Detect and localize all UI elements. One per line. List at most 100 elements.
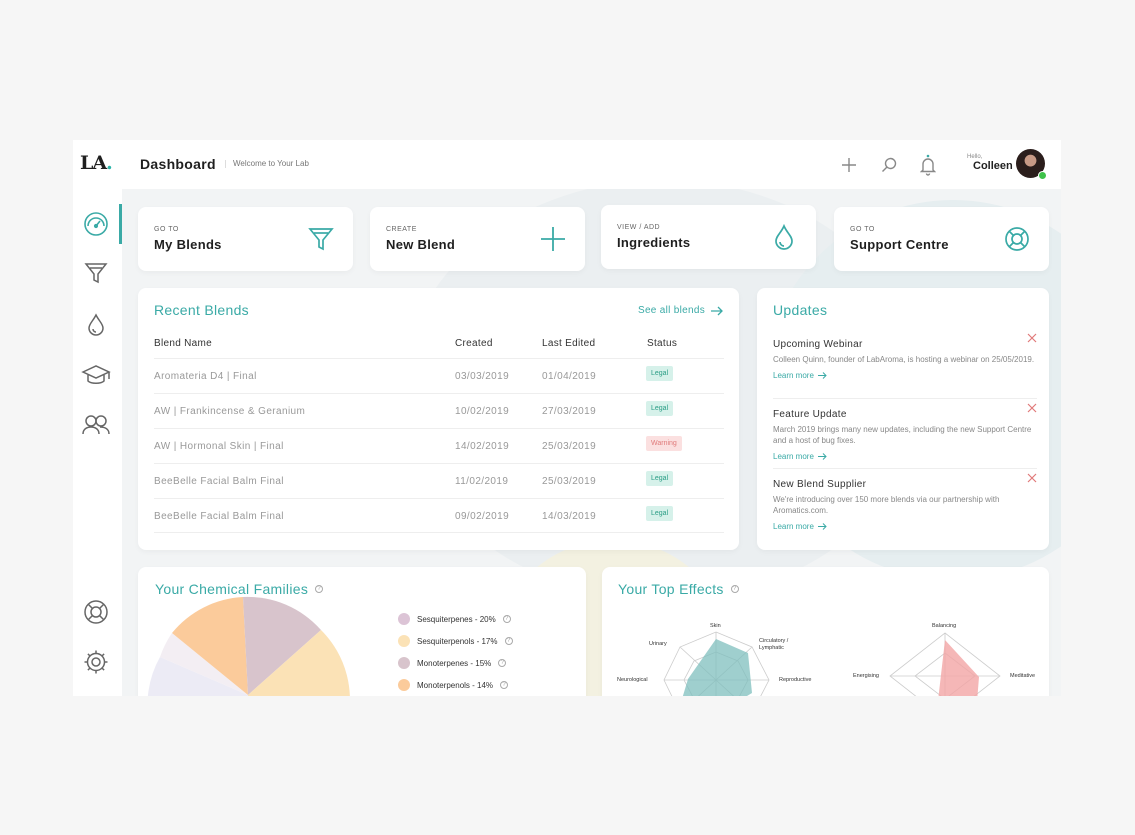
blend-name: AW | Hormonal Skin | Final bbox=[154, 441, 284, 452]
edited-date: 27/03/2019 bbox=[542, 406, 597, 417]
plus-icon bbox=[842, 158, 856, 172]
close-icon[interactable] bbox=[1027, 473, 1037, 483]
avatar[interactable] bbox=[1016, 149, 1047, 180]
table-row[interactable]: BeeBelle Facial Balm Final 09/02/2019 14… bbox=[154, 498, 724, 533]
help-icon[interactable]: ? bbox=[730, 585, 739, 593]
recent-blends-panel: Recent Blends See all blends Blend Name … bbox=[138, 288, 739, 550]
legend-swatch bbox=[398, 613, 410, 625]
sidebar-item-support[interactable] bbox=[81, 597, 111, 627]
droplet-icon bbox=[770, 223, 798, 251]
chemical-families-title: Your Chemical Families bbox=[155, 581, 309, 597]
update-body: We're introducing over 150 more blends v… bbox=[773, 495, 1000, 515]
edited-date: 14/03/2019 bbox=[542, 511, 597, 522]
update-title: Feature Update bbox=[773, 409, 847, 420]
update-item: New Blend Supplier We're introducing ove… bbox=[773, 473, 1037, 531]
blend-name: BeeBelle Facial Balm Final bbox=[154, 511, 284, 522]
table-row[interactable]: Aromateria D4 | Final 03/03/2019 01/04/2… bbox=[154, 358, 724, 393]
legend-label: Monoterpenols - 14% bbox=[417, 680, 494, 690]
status-badge: Legal bbox=[646, 401, 674, 416]
close-icon[interactable] bbox=[1027, 403, 1037, 413]
quick-link-ingredients[interactable]: VIEW / ADD Ingredients bbox=[601, 205, 816, 269]
pie-slice bbox=[147, 657, 248, 696]
top-effects-title: Your Top Effects bbox=[618, 581, 724, 597]
plus-icon bbox=[539, 225, 567, 253]
effects-radar-chart-2 bbox=[889, 632, 1001, 696]
updates-panel: Updates Upcoming Webinar Colleen Quinn, … bbox=[757, 288, 1049, 550]
legend-swatch bbox=[398, 635, 410, 647]
arrow-right-icon bbox=[817, 523, 827, 530]
divider bbox=[773, 398, 1037, 399]
search-button[interactable] bbox=[878, 154, 900, 176]
effects-radar-chart-1 bbox=[663, 631, 770, 696]
quick-link-kicker: GO TO bbox=[154, 226, 179, 233]
app-window: LA. Dashboard Welcome to Your Lab bbox=[73, 140, 1061, 696]
update-title: Upcoming Webinar bbox=[773, 339, 863, 350]
user-name[interactable]: Colleen bbox=[973, 160, 1013, 172]
pie-slice bbox=[160, 633, 248, 695]
column-header-created[interactable]: Created bbox=[455, 338, 493, 349]
table-row[interactable]: AW | Hormonal Skin | Final 14/02/2019 25… bbox=[154, 428, 724, 463]
column-header-name[interactable]: Blend Name bbox=[154, 338, 213, 349]
quick-link-kicker: GO TO bbox=[850, 226, 875, 233]
learn-more-link[interactable]: Learn more bbox=[773, 452, 1037, 461]
legend-item: Monoterpenols - 14% ? bbox=[398, 679, 509, 691]
radar-area bbox=[682, 639, 752, 696]
learn-more-link[interactable]: Learn more bbox=[773, 371, 1037, 380]
legend-item: Sesquiterpenes - 20% ? bbox=[398, 613, 511, 625]
created-date: 10/02/2019 bbox=[455, 406, 510, 417]
sidebar-item-dashboard[interactable] bbox=[81, 209, 111, 239]
sidebar-item-settings[interactable] bbox=[81, 647, 111, 677]
top-bar: Dashboard Welcome to Your Lab Hello, Col… bbox=[122, 140, 1061, 189]
close-icon[interactable] bbox=[1027, 333, 1037, 343]
legend-label: Sesquiterpenes - 20% bbox=[417, 614, 496, 624]
help-icon[interactable]: ? bbox=[498, 659, 507, 667]
column-header-last-edited[interactable]: Last Edited bbox=[542, 338, 596, 349]
quick-link-new-blend[interactable]: CREATE New Blend bbox=[370, 207, 585, 271]
add-button[interactable] bbox=[838, 154, 860, 176]
sidebar-item-ingredients[interactable] bbox=[81, 310, 111, 340]
status-badge: Warning bbox=[646, 436, 682, 451]
learn-more-link[interactable]: Learn more bbox=[773, 522, 1037, 531]
greeting-label: Hello, bbox=[967, 154, 983, 160]
blend-name: Aromateria D4 | Final bbox=[154, 371, 257, 382]
radar-axis-label: Skin bbox=[710, 623, 721, 629]
help-icon[interactable]: ? bbox=[315, 585, 324, 593]
pie-slice bbox=[172, 597, 248, 695]
see-all-blends-link[interactable]: See all blends bbox=[638, 305, 723, 316]
help-icon[interactable]: ? bbox=[504, 637, 513, 645]
quick-link-my-blends[interactable]: GO TO My Blends bbox=[138, 207, 353, 271]
search-icon bbox=[882, 157, 897, 172]
droplet-icon bbox=[88, 313, 104, 336]
column-header-status[interactable]: Status bbox=[647, 338, 678, 349]
help-icon[interactable]: ? bbox=[502, 615, 511, 623]
blend-name: AW | Frankincense & Geranium bbox=[154, 406, 306, 417]
legend-label: Sesquiterpenols - 17% bbox=[417, 636, 498, 646]
arrow-right-icon bbox=[817, 453, 827, 460]
notifications-button[interactable] bbox=[917, 154, 939, 176]
table-row[interactable]: BeeBelle Facial Balm Final 11/02/2019 25… bbox=[154, 463, 724, 498]
quick-link-support-centre[interactable]: GO TO Support Centre bbox=[834, 207, 1049, 271]
help-icon[interactable]: ? bbox=[500, 681, 509, 689]
funnel-icon bbox=[307, 225, 335, 253]
sidebar: LA. bbox=[73, 140, 122, 696]
gear-icon bbox=[84, 650, 108, 674]
app-logo[interactable]: LA. bbox=[80, 152, 113, 174]
created-date: 14/02/2019 bbox=[455, 441, 510, 452]
quick-link-kicker: CREATE bbox=[386, 226, 417, 233]
radar-area bbox=[938, 640, 979, 696]
radar-axis-label: Balancing bbox=[932, 623, 957, 629]
divider bbox=[773, 468, 1037, 469]
bell-icon bbox=[920, 154, 936, 176]
sidebar-item-learning[interactable] bbox=[81, 360, 111, 390]
legend-item: Sesquiterpenols - 17% ? bbox=[398, 635, 513, 647]
sidebar-item-blends[interactable] bbox=[81, 258, 111, 288]
update-body: Colleen Quinn, founder of LabAroma, is h… bbox=[773, 355, 1035, 364]
sidebar-item-community[interactable] bbox=[81, 410, 111, 440]
created-date: 11/02/2019 bbox=[455, 476, 509, 487]
radar-axis-label: Reproductive bbox=[779, 677, 812, 683]
dashboard-gauge-icon bbox=[84, 212, 108, 236]
table-row[interactable]: AW | Frankincense & Geranium 10/02/2019 … bbox=[154, 393, 724, 428]
update-item: Upcoming Webinar Colleen Quinn, founder … bbox=[773, 333, 1037, 380]
pie-slice bbox=[243, 596, 321, 695]
update-item: Feature Update March 2019 brings many ne… bbox=[773, 403, 1037, 461]
